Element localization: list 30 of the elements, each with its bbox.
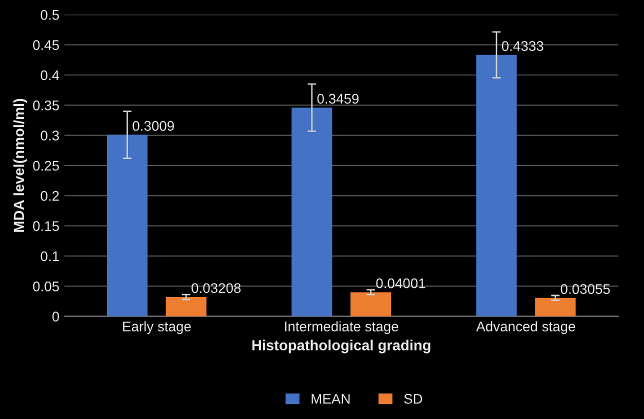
x-tick-label: Intermediate stage bbox=[285, 321, 398, 334]
bar bbox=[350, 292, 392, 316]
legend-label: SD bbox=[404, 394, 422, 404]
x-tick-label: Early stage bbox=[123, 321, 191, 334]
bar bbox=[535, 298, 576, 316]
y-tick-label: 0.4 bbox=[40, 70, 60, 80]
bar bbox=[106, 134, 148, 316]
y-tick-label: 0.25 bbox=[33, 160, 59, 171]
x-axis-title: Histopathological grading bbox=[252, 340, 430, 354]
bar bbox=[166, 296, 206, 316]
y-axis-title: MDA level(nmol/ml) bbox=[13, 98, 27, 232]
data-label: 0.03208 bbox=[192, 283, 241, 294]
x-tick-label: Advanced stage bbox=[476, 321, 576, 334]
data-label: 0.3009 bbox=[132, 121, 174, 131]
bar bbox=[292, 108, 332, 316]
data-label: 0.03055 bbox=[560, 284, 610, 294]
y-tick-label: 0 bbox=[52, 312, 59, 322]
y-tick-label: 0.15 bbox=[33, 221, 59, 232]
data-label: 0.04001 bbox=[376, 278, 426, 288]
data-label: 0.4333 bbox=[502, 41, 544, 51]
y-tick-label: 0.5 bbox=[40, 10, 59, 20]
data-label: 0.3459 bbox=[317, 94, 359, 104]
legend-label: MEAN bbox=[312, 394, 350, 404]
y-tick-label: 0.3 bbox=[40, 130, 59, 141]
y-tick-label: 0.1 bbox=[40, 251, 59, 262]
y-tick-label: 0.35 bbox=[33, 100, 59, 110]
bar bbox=[476, 54, 517, 316]
y-tick-label: 0.2 bbox=[40, 191, 59, 201]
y-tick-label: 0.45 bbox=[33, 40, 59, 50]
y-tick-label: 0.05 bbox=[33, 282, 59, 292]
